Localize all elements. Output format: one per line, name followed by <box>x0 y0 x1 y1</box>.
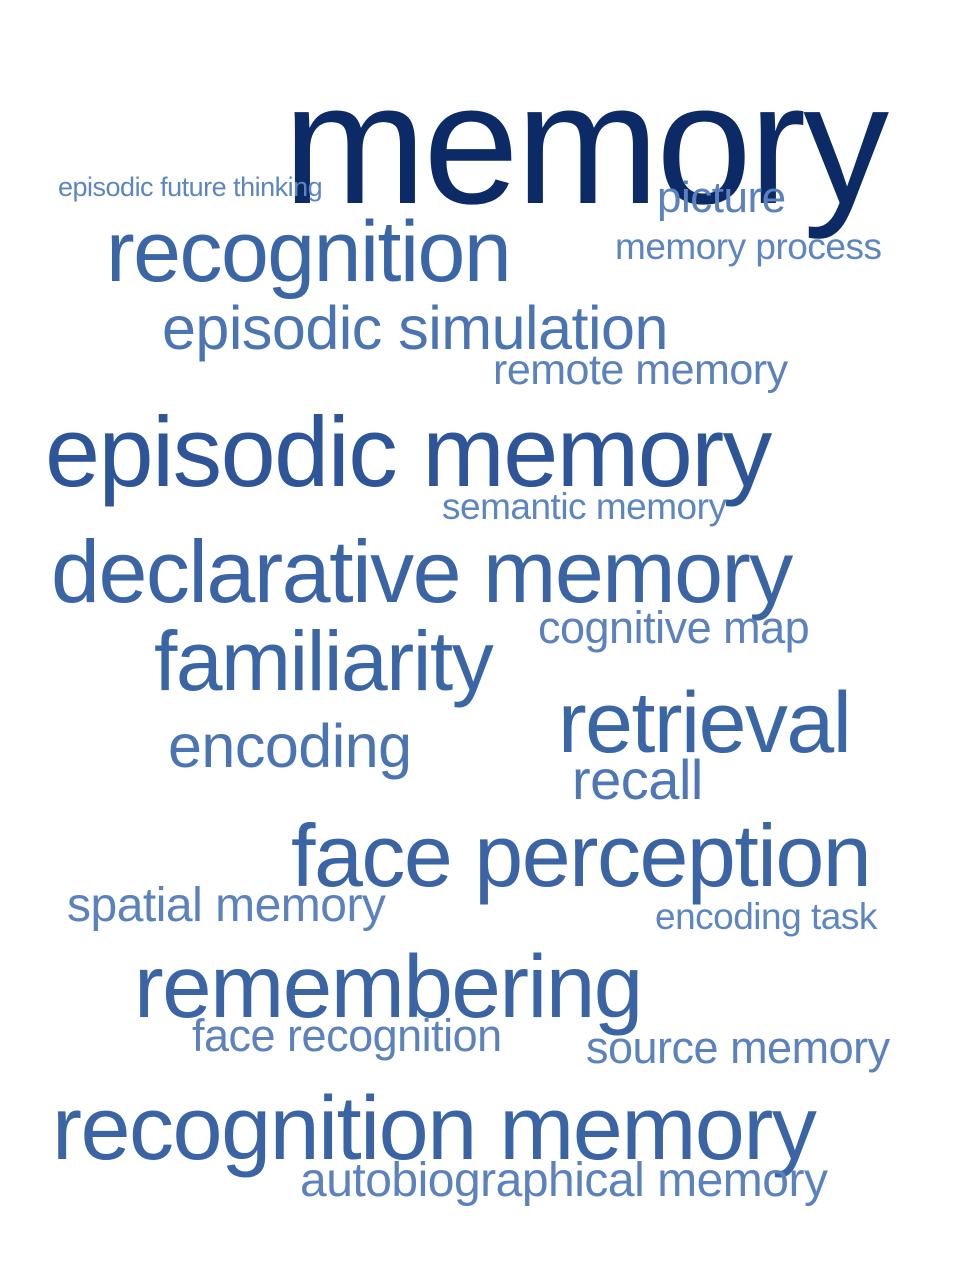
word-face-perception: face perception <box>291 806 872 905</box>
word-encoding: encoding <box>168 712 412 780</box>
word-episodic-simulation: episodic simulation <box>162 294 668 362</box>
word-recall: recall <box>572 748 703 811</box>
word-memory-process: memory process <box>615 226 882 267</box>
word-familiarity: familiarity <box>154 614 494 708</box>
word-recognition: recognition <box>106 204 512 300</box>
word-episodic-future-thinking: episodic future thinking <box>58 172 323 202</box>
word-recognition-memory: recognition memory <box>52 1079 817 1179</box>
word-retrieval: retrieval <box>558 675 852 771</box>
word-episodic-memory: episodic memory <box>45 396 772 507</box>
word-semantic-memory: semantic memory <box>442 486 727 527</box>
word-source-memory: source memory <box>586 1022 890 1073</box>
word-encoding-task: encoding task <box>655 896 877 937</box>
word-remote-memory: remote memory <box>493 346 788 394</box>
word-declarative-memory: declarative memory <box>51 522 793 621</box>
word-face-recognition: face recognition <box>192 1010 502 1061</box>
word-memory: memory <box>283 48 889 240</box>
word-spatial-memory: spatial memory <box>67 879 386 932</box>
word-picture: picture <box>657 173 786 222</box>
word-remembering: remembering <box>134 936 643 1036</box>
word-autobiographical-memory: autobiographical memory <box>300 1154 828 1207</box>
word-cognitive-map: cognitive map <box>538 602 810 653</box>
